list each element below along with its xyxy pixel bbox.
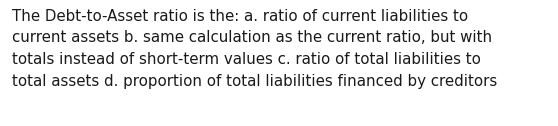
Text: The Debt-to-Asset ratio is the: a. ratio of current liabilities to
current asset: The Debt-to-Asset ratio is the: a. ratio… <box>12 9 498 89</box>
